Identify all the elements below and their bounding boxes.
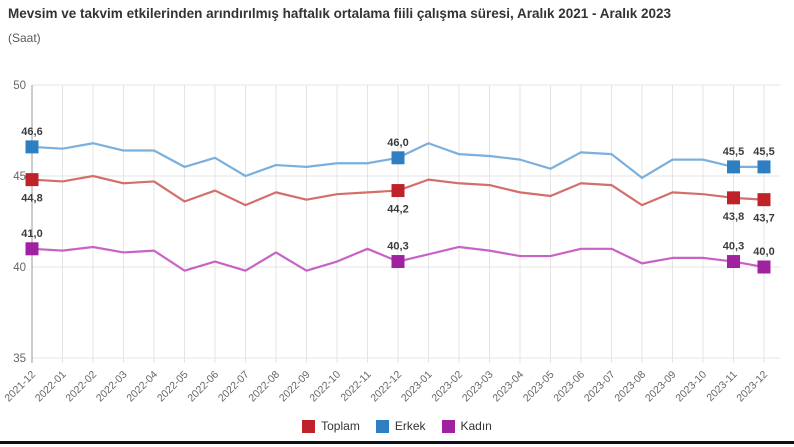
chart-legend: Toplam Erkek Kadın	[0, 417, 794, 435]
x-axis-tick-label: 2023-07	[582, 369, 618, 405]
x-axis-tick-label: 2022-12	[368, 369, 404, 405]
x-axis-tick-label: 2022-05	[155, 369, 191, 405]
x-axis-tick-label: 2023-06	[551, 369, 587, 405]
x-axis-tick-label: 2022-09	[277, 369, 313, 405]
data-point-marker-toplam[interactable]	[727, 191, 740, 205]
data-label: 44,2	[387, 204, 408, 216]
x-axis-tick-label: 2022-10	[307, 369, 343, 405]
legend-item-toplam[interactable]: Toplam	[302, 419, 360, 433]
data-label: 40,3	[723, 241, 744, 253]
data-label: 44,8	[21, 193, 42, 205]
y-axis-tick-label: 35	[13, 353, 26, 365]
data-label: 43,8	[723, 211, 744, 223]
legend-label: Erkek	[394, 419, 426, 433]
footer-bar	[0, 441, 794, 444]
legend-swatch-icon	[375, 419, 389, 433]
data-point-marker-toplam[interactable]	[25, 173, 39, 187]
data-label: 45,5	[753, 146, 774, 158]
x-axis-tick-label: 2023-04	[490, 369, 526, 405]
legend-label: Kadın	[460, 419, 492, 433]
data-label: 46,0	[387, 137, 408, 149]
data-point-marker-kadın[interactable]	[727, 255, 740, 269]
x-axis-tick-label: 2023-08	[612, 369, 648, 405]
x-axis-tick-label: 2022-08	[246, 369, 282, 405]
data-point-marker-kadın[interactable]	[391, 255, 405, 269]
data-point-marker-kadın[interactable]	[757, 260, 771, 274]
legend-swatch-icon	[302, 419, 316, 433]
working-hours-line-chart: 504540352021-122022-012022-022022-032022…	[2, 80, 780, 405]
data-point-marker-erkek[interactable]	[25, 140, 39, 154]
data-label: 40,0	[753, 246, 774, 258]
x-axis-tick-label: 2023-12	[734, 369, 770, 405]
x-axis-tick-label: 2022-07	[216, 369, 252, 405]
data-label: 41,0	[21, 228, 42, 240]
data-point-marker-erkek[interactable]	[391, 151, 405, 165]
x-axis-tick-label: 2023-02	[429, 369, 465, 405]
x-axis-tick-label: 2022-06	[185, 369, 221, 405]
x-axis-tick-label: 2021-12	[2, 369, 38, 405]
x-axis-tick-label: 2022-11	[338, 369, 373, 404]
x-axis-tick-label: 2023-11	[704, 369, 739, 404]
legend-item-erkek[interactable]: Erkek	[375, 419, 426, 433]
y-axis-tick-label: 40	[13, 262, 26, 274]
data-label: 43,7	[753, 213, 774, 225]
legend-item-kadın[interactable]: Kadın	[441, 419, 492, 433]
data-point-marker-toplam[interactable]	[757, 193, 771, 207]
y-axis-tick-label: 45	[13, 171, 26, 183]
x-axis-tick-label: 2023-05	[521, 369, 557, 405]
data-point-marker-erkek[interactable]	[727, 160, 740, 174]
legend-label: Toplam	[321, 419, 360, 433]
x-axis-tick-label: 2022-03	[94, 369, 130, 405]
data-label: 45,5	[723, 146, 744, 158]
data-point-marker-toplam[interactable]	[391, 184, 405, 198]
chart-subtitle: (Saat)	[8, 31, 41, 45]
data-point-marker-erkek[interactable]	[757, 160, 771, 174]
legend-swatch-icon	[441, 419, 455, 433]
x-axis-tick-label: 2023-09	[643, 369, 679, 405]
x-axis-tick-label: 2023-01	[399, 369, 435, 405]
x-axis-tick-label: 2022-04	[124, 369, 160, 405]
x-axis-tick-label: 2022-01	[33, 369, 69, 405]
data-label: 46,6	[21, 126, 42, 138]
y-axis-tick-label: 50	[13, 80, 26, 92]
x-axis-tick-label: 2023-10	[673, 369, 709, 405]
x-axis-tick-label: 2023-03	[460, 369, 496, 405]
x-axis-tick-label: 2022-02	[63, 369, 99, 405]
page-title: Mevsim ve takvim etkilerinden arındırılm…	[8, 6, 672, 21]
data-point-marker-kadın[interactable]	[25, 242, 39, 256]
data-label: 40,3	[387, 241, 408, 253]
